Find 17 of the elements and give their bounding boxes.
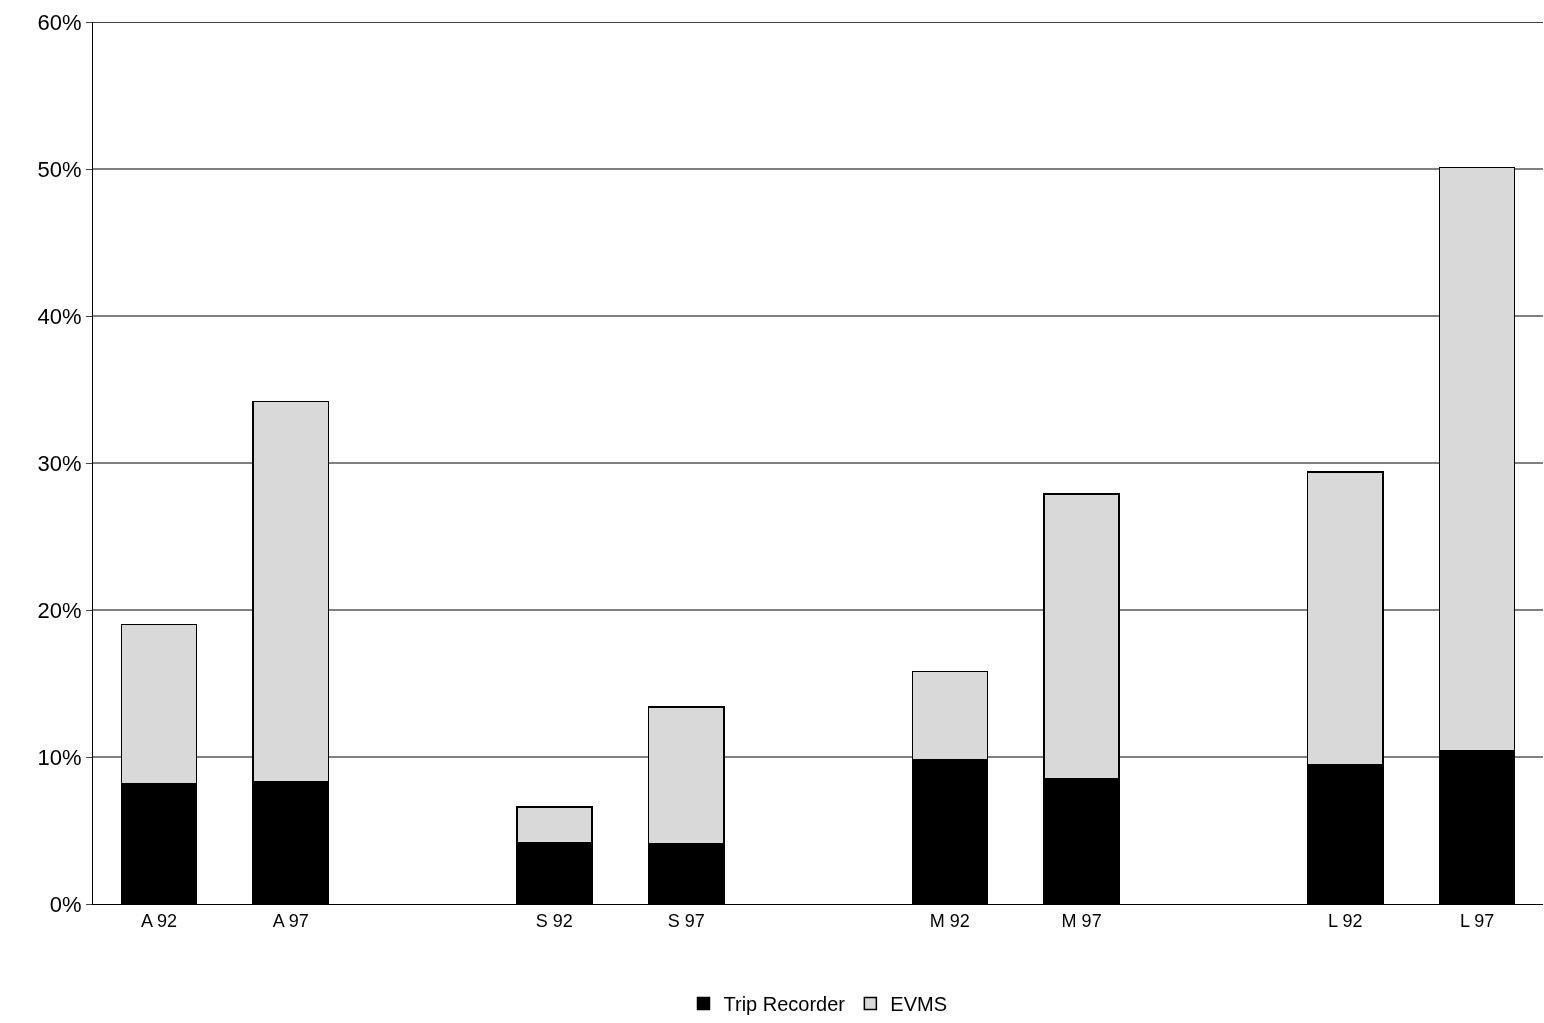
y-tick-label: 40%	[37, 303, 82, 329]
y-tick-label: 0%	[49, 891, 82, 917]
x-tick-label: L 92	[1328, 910, 1363, 931]
y-tick-label: 50%	[37, 156, 82, 182]
x-tick-label: M 97	[1061, 910, 1102, 931]
y-tick-label: 20%	[37, 597, 82, 623]
x-tick-label: A 97	[272, 910, 309, 931]
y-tick-label: 10%	[37, 744, 82, 770]
x-tick-label: S 97	[667, 910, 705, 931]
x-tick-label: A 92	[140, 910, 177, 931]
y-tick-label: 60%	[37, 9, 82, 35]
x-tick-label: M 92	[929, 910, 970, 931]
x-tick-label: L 97	[1459, 910, 1495, 931]
legend-label: EVMS	[890, 993, 948, 1016]
legend-label: Trip Recorder	[723, 993, 846, 1016]
x-tick-label: S 92	[535, 910, 573, 931]
y-tick-label: 30%	[37, 450, 82, 476]
